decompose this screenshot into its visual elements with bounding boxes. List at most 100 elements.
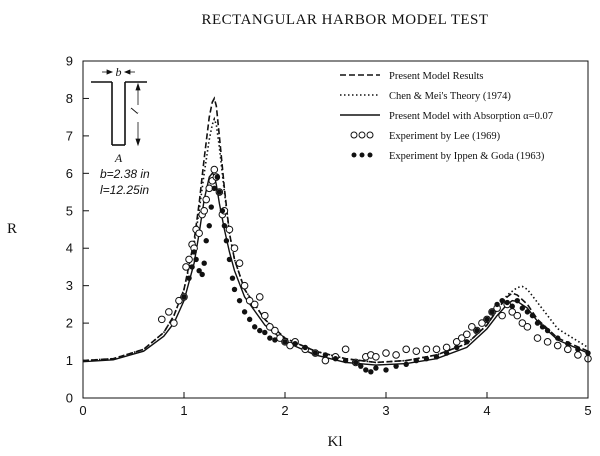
lee-data-point	[518, 319, 527, 327]
lee-data-point	[240, 281, 249, 290]
series-3-points	[157, 165, 592, 367]
ippen-goda-data-point	[555, 335, 561, 341]
inset-a-label: A	[114, 151, 123, 165]
ippen-goda-data-point	[413, 357, 419, 364]
ippen-goda-data-point	[524, 309, 531, 315]
ippen-goda-data-point	[393, 363, 399, 369]
x-tick-label: 2	[281, 403, 288, 418]
lee-data-point	[553, 341, 562, 350]
ippen-goda-data-point	[474, 327, 480, 334]
lee-data-point	[225, 225, 234, 234]
lee-data-point	[457, 334, 466, 342]
ippen-goda-data-point	[252, 324, 258, 330]
ippen-goda-data-point	[203, 238, 209, 244]
ippen-goda-data-point	[191, 249, 197, 255]
ippen-goda-data-point	[206, 223, 212, 229]
ippen-goda-data-point	[504, 299, 510, 306]
ippen-goda-data-point	[363, 367, 369, 373]
inset-b-value: b=2.38 in	[100, 167, 150, 181]
lee-data-point	[341, 345, 350, 354]
ippen-goda-data-point	[322, 352, 329, 358]
y-tick-label: 6	[66, 166, 73, 181]
ippen-goda-data-point	[332, 355, 339, 362]
plot-series	[82, 96, 592, 375]
lee-data-point	[202, 195, 211, 204]
ippen-goda-data-point	[519, 305, 526, 311]
y-tick-label: 7	[66, 128, 73, 143]
lee-data-point	[392, 351, 400, 359]
ippen-goda-data-point	[292, 341, 298, 347]
ippen-goda-data-point	[433, 354, 440, 360]
ippen-goda-data-point	[403, 361, 409, 367]
ippen-goda-data-point	[368, 369, 374, 375]
lee-data-point	[533, 334, 542, 342]
y-axis-label: R	[7, 221, 17, 237]
legend-label: Experiment by Lee (1969)	[389, 131, 501, 142]
y-tick-label: 8	[66, 91, 73, 106]
ippen-goda-data-point	[196, 267, 202, 274]
ippen-goda-data-point	[219, 208, 226, 214]
harbor-inset: b l A b=2.38 in l=12.25in	[91, 65, 150, 197]
harbor-outline	[91, 81, 147, 146]
lee-data-point	[412, 347, 421, 355]
legend-marker	[351, 152, 357, 158]
ippen-goda-data-point	[208, 204, 214, 210]
ippen-goda-data-point	[246, 316, 253, 323]
ippen-goda-data-point	[575, 346, 581, 353]
ippen-goda-data-point	[189, 264, 195, 270]
ippen-goda-data-point	[312, 350, 318, 356]
ippen-goda-data-point	[216, 189, 223, 195]
ippen-goda-data-point	[302, 344, 308, 351]
y-tick-label: 1	[66, 353, 73, 368]
lee-data-point	[185, 255, 193, 264]
lee-data-point	[235, 259, 244, 268]
ippen-goda-data-point	[236, 297, 243, 304]
lee-data-point	[266, 323, 274, 331]
ippen-goda-data-point	[201, 260, 207, 266]
lee-data-point	[432, 345, 441, 354]
legend-label: Experiment by Ippen & Goda (1963)	[389, 151, 545, 162]
lee-data-point	[200, 206, 208, 215]
ippen-goda-data-point	[229, 275, 236, 281]
lee-data-point	[402, 345, 411, 354]
ippen-goda-data-point	[226, 256, 233, 263]
x-tick-label: 4	[483, 403, 490, 418]
ippen-goda-data-point	[282, 339, 288, 345]
lee-data-point	[165, 308, 173, 316]
ippen-goda-data-point	[544, 327, 551, 334]
lee-data-point	[442, 343, 451, 352]
ippen-goda-data-point	[539, 324, 546, 330]
ippen-goda-data-point	[267, 335, 273, 341]
ippen-goda-data-point	[529, 312, 536, 319]
y-tick-label: 5	[66, 203, 73, 218]
lee-data-point	[513, 311, 522, 320]
ippen-goda-data-point	[181, 294, 187, 300]
legend-marker	[350, 131, 358, 139]
ippen-goda-data-point	[499, 297, 505, 304]
ippen-goda-data-point	[221, 223, 228, 229]
lee-data-point	[250, 300, 259, 309]
ippen-goda-data-point	[231, 286, 238, 293]
lee-data-point	[564, 345, 572, 354]
lee-data-point	[463, 330, 471, 339]
lee-data-point	[210, 165, 219, 174]
chart-title: RECTANGULAR HARBOR MODEL TEST	[201, 12, 488, 28]
lee-data-point	[195, 229, 203, 238]
lee-data-point	[261, 311, 269, 320]
legend-marker	[359, 152, 365, 158]
series-4-points	[181, 174, 591, 375]
ippen-goda-data-point	[514, 297, 520, 304]
lee-data-point	[468, 323, 476, 331]
l-dimension-arrow	[135, 82, 141, 147]
y-tick-label: 4	[66, 241, 73, 256]
ippen-goda-data-point	[464, 339, 470, 345]
ippen-goda-data-point	[383, 367, 389, 373]
lee-data-point	[372, 353, 380, 361]
lee-data-point	[245, 296, 254, 305]
ippen-goda-data-point	[342, 357, 349, 364]
ippen-goda-data-point	[214, 174, 221, 180]
ippen-goda-data-point	[353, 359, 359, 366]
legend: Present Model Results Chen & Mei's Theory…	[340, 71, 553, 162]
lee-data-point	[422, 345, 431, 354]
